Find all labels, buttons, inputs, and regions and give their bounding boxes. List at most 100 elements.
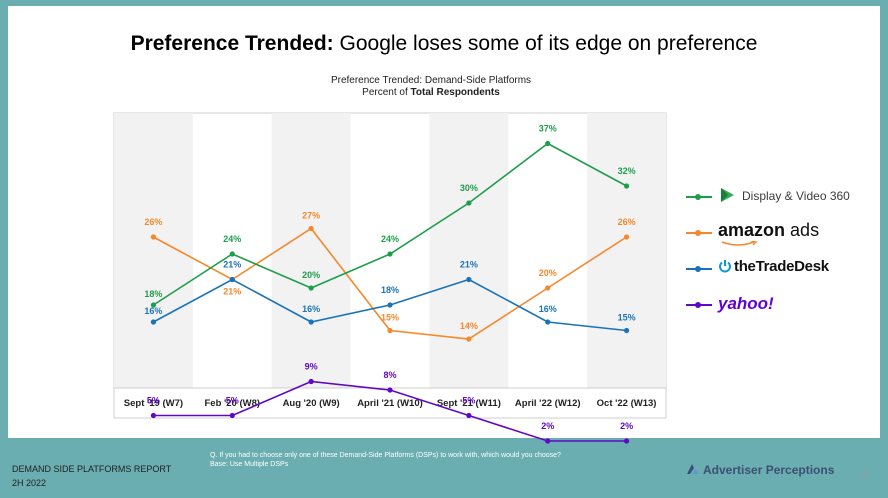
legend-label-tradedesk: theTradeDesk	[734, 258, 829, 275]
category-label: April '22 (W12)	[515, 398, 581, 409]
display-video-360-icon	[721, 188, 734, 202]
data-point	[229, 276, 235, 283]
data-label: 37%	[539, 124, 557, 134]
category-label: Aug '20 (W9)	[283, 398, 340, 409]
column-band	[429, 113, 509, 388]
data-label: 16%	[144, 306, 162, 316]
data-label: 21%	[223, 287, 241, 297]
data-point	[308, 319, 314, 325]
data-point	[466, 276, 472, 283]
chart-subtitle: Preference Trended: Demand-Side Platform…	[0, 75, 862, 99]
question-footnote: Q. If you had to choose only one of thes…	[210, 451, 561, 469]
report-name-line2: 2H 2022	[12, 478, 47, 488]
data-label: 16%	[302, 304, 320, 314]
data-point	[545, 140, 551, 147]
page-title: Preference Trended: Google loses some of…	[0, 32, 888, 56]
data-point	[545, 438, 551, 444]
page-number: 27	[861, 471, 870, 480]
data-label: 21%	[460, 260, 478, 270]
data-label: 5%	[462, 396, 475, 406]
legend-dot-yahoo	[695, 302, 701, 308]
legend: Display & Video 360 amazon ads theTradeD…	[684, 182, 864, 326]
data-point	[545, 319, 551, 325]
data-point	[308, 378, 314, 385]
chart-base-bold: Total Respondents	[410, 87, 500, 98]
title-bold: Preference Trended:	[130, 32, 334, 55]
data-point	[545, 285, 551, 291]
data-point	[623, 438, 630, 444]
category-label: Sept '19 (W7)	[124, 398, 183, 409]
legend-dot-amazon	[695, 230, 701, 236]
amazon-smile-icon	[721, 241, 758, 246]
advertiser-perceptions-logo: Advertiser Perceptions	[686, 463, 834, 477]
data-label: 30%	[460, 183, 478, 193]
data-label: 8%	[383, 370, 396, 380]
data-label: 21%	[223, 260, 241, 270]
chart-base-prefix: Percent of	[362, 87, 408, 98]
data-label: 9%	[305, 362, 318, 372]
chart-title: Preference Trended: Demand-Side Platform…	[330, 75, 532, 86]
legend-item-amazon: amazon ads	[684, 218, 864, 254]
legend-item-tradedesk: theTradeDesk	[684, 254, 864, 290]
column-band	[114, 113, 193, 388]
question-text: Q. If you had to choose only one of thes…	[210, 452, 561, 459]
data-label: 5%	[147, 396, 160, 406]
data-label: 26%	[618, 217, 636, 227]
title-rest: Google loses some of its edge on prefere…	[339, 32, 758, 55]
data-label: 14%	[460, 321, 478, 331]
column-band	[271, 113, 351, 388]
data-label: 15%	[381, 313, 399, 323]
category-label: Oct '22 (W13)	[597, 398, 657, 409]
legend-dot-dv360	[695, 194, 701, 200]
data-label: 32%	[618, 166, 636, 176]
data-label: 2%	[620, 421, 633, 431]
advertiser-perceptions-icon	[687, 464, 699, 474]
data-point	[466, 336, 472, 342]
data-label: 20%	[302, 270, 320, 280]
data-point	[623, 234, 630, 240]
category-label: April '21 (W10)	[357, 398, 423, 409]
data-label: 2%	[541, 421, 554, 431]
data-label: 24%	[381, 234, 399, 244]
data-label: 24%	[223, 234, 241, 244]
column-band	[587, 113, 666, 388]
data-point	[308, 285, 314, 291]
data-label: 5%	[226, 396, 239, 406]
data-label: 15%	[618, 313, 636, 323]
data-point	[387, 327, 393, 334]
data-point	[308, 225, 314, 232]
legend-item-yahoo: yahoo!	[684, 290, 864, 326]
data-label: 20%	[539, 268, 557, 278]
data-point	[150, 412, 157, 419]
report-name-line1: DEMAND SIDE PLATFORMS REPORT	[12, 464, 172, 474]
logo-text: Advertiser Perceptions	[703, 463, 835, 477]
data-point	[387, 251, 393, 257]
legend-label-dv360: Display & Video 360	[742, 189, 850, 203]
category-label: Feb '20 (W8)	[204, 398, 260, 409]
chart-base-line: Percent of Total Respondents	[0, 87, 862, 99]
data-label: 27%	[302, 211, 320, 221]
data-point	[150, 302, 157, 308]
data-point	[387, 302, 393, 308]
data-point	[229, 412, 235, 419]
data-label: 18%	[381, 285, 399, 295]
data-point	[150, 234, 157, 240]
data-point	[229, 251, 235, 257]
data-point	[623, 327, 630, 334]
tradedesk-power-icon	[719, 260, 731, 273]
data-label: 18%	[144, 289, 162, 299]
data-label: 16%	[539, 304, 557, 314]
legend-item-dv360: Display & Video 360	[684, 182, 864, 218]
legend-label-amazon: amazon ads	[718, 220, 820, 240]
data-point	[150, 319, 157, 325]
data-point	[623, 183, 630, 189]
data-point	[466, 412, 472, 419]
report-name: DEMAND SIDE PLATFORMS REPORT 2H 2022	[12, 462, 171, 490]
base-text: Base: Use Multiple DSPs	[210, 461, 289, 468]
data-point	[466, 200, 472, 206]
legend-dot-tradedesk	[695, 266, 701, 272]
category-label: Sept '21 (W11)	[437, 398, 501, 409]
data-label: 26%	[144, 217, 162, 227]
data-point	[387, 387, 393, 393]
